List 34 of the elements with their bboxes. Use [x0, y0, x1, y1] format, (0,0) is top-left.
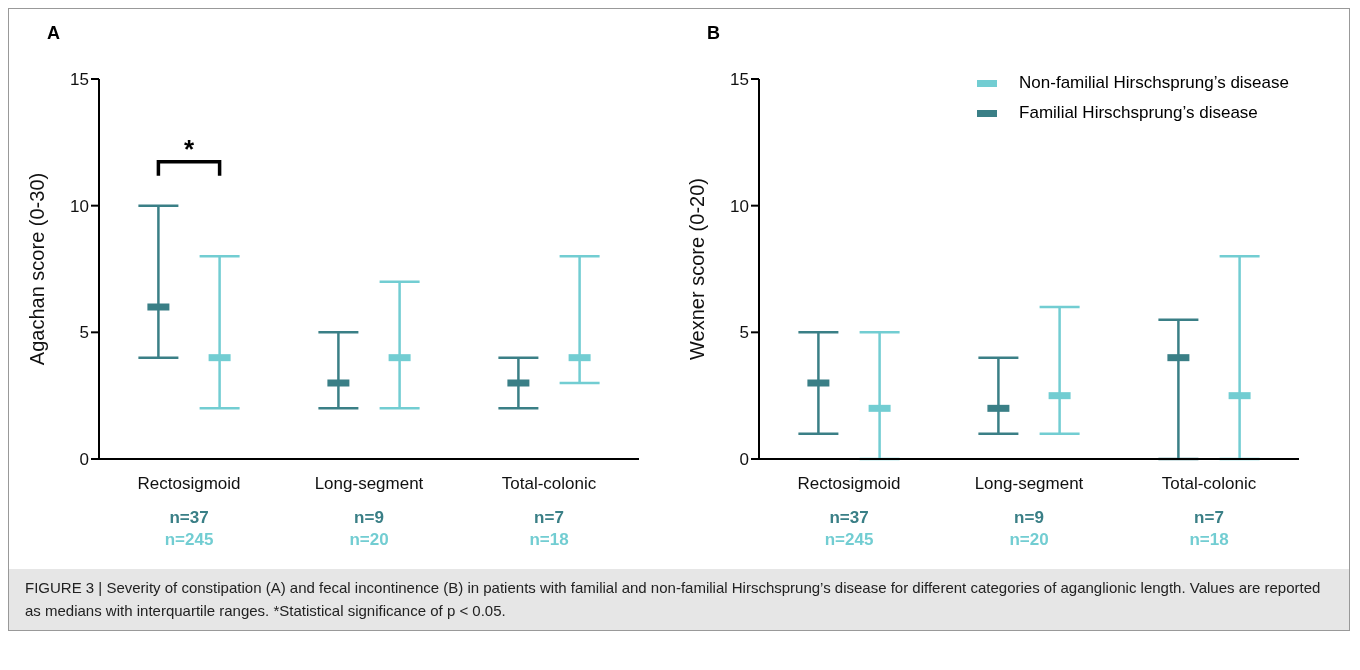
text: n=37 [169, 508, 209, 527]
text: n=245 [824, 530, 874, 549]
x-tick-label: Total-colonic [1161, 474, 1257, 493]
y-tick-label: 5 [739, 323, 749, 343]
chart-title: B [707, 23, 720, 44]
text: n=245 [164, 530, 214, 549]
x-tick-label: Rectosigmoid [137, 474, 241, 493]
text: n=20 [1009, 530, 1049, 549]
y-tick-label: 15 [70, 70, 89, 90]
chart-title: A [47, 23, 60, 44]
x-tick-label: Total-colonic [501, 474, 597, 493]
y-tick-label: 15 [730, 70, 749, 90]
y-tick-label: 10 [730, 196, 749, 216]
text: n=7 [534, 508, 564, 527]
y-tick-label: 10 [70, 196, 89, 216]
annotation: * [183, 133, 195, 164]
text: n=20 [349, 530, 389, 549]
text: n=18 [529, 530, 569, 549]
y-axis-title: Agachan score (0-30) [26, 172, 49, 366]
y-tick-label: 0 [79, 450, 89, 470]
legend-label: Non-familial Hirschsprung’s disease [1019, 73, 1289, 93]
x-tick-label: Long-segment [974, 474, 1084, 493]
caption: FIGURE 3 | Severity of constipation (A) and fecal incontinence (B) in patients with familial and non-familial Hirschsprung’s disease for different categories of aganglionic length. Values are reported as medians with interquartile ranges. *Statistical significance of p < 0.05. [25, 578, 1322, 621]
x-tick-label: Long-segment [314, 474, 424, 493]
text: n=9 [1014, 508, 1044, 527]
x-tick-label: Rectosigmoid [797, 474, 901, 493]
text: n=7 [1194, 508, 1224, 527]
y-tick-label: 5 [79, 323, 89, 343]
legend-label: Familial Hirschsprung’s disease [1019, 103, 1258, 123]
y-tick-label: 0 [739, 450, 749, 470]
text: n=37 [829, 508, 869, 527]
y-axis-title: Wexner score (0-20) [686, 178, 709, 360]
text: n=18 [1189, 530, 1229, 549]
text: n=9 [354, 508, 384, 527]
